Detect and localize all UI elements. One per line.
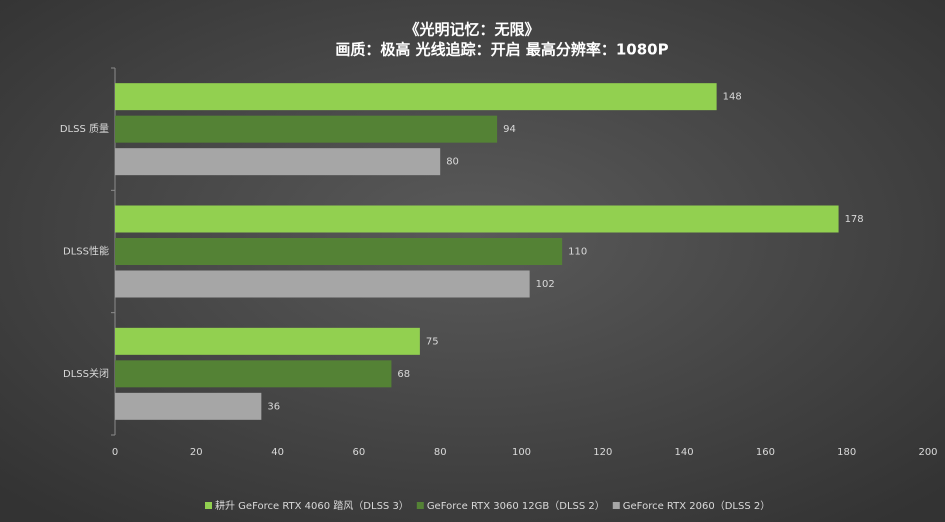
- x-tick-label: 180: [837, 447, 856, 458]
- x-tick-label: 0: [112, 447, 118, 458]
- legend-label: 耕升 GeForce RTX 4060 踏风（DLSS 3）: [215, 499, 409, 512]
- legend-label: GeForce RTX 2060（DLSS 2）: [623, 500, 770, 512]
- value-label: 148: [723, 92, 742, 103]
- x-tick-label: 60: [353, 447, 366, 458]
- chart-title: 《光明记忆：无限》: [404, 21, 539, 39]
- x-tick-label: 100: [512, 447, 531, 458]
- bar: [115, 83, 717, 111]
- x-tick-label: 80: [434, 447, 447, 458]
- x-tick-label: 120: [593, 447, 612, 458]
- x-tick-label: 140: [675, 447, 694, 458]
- y-tick-label: DLSS 质量: [60, 123, 109, 135]
- value-label: 80: [446, 157, 459, 168]
- value-label: 94: [503, 124, 516, 135]
- bar: [115, 270, 530, 298]
- value-label: 75: [426, 336, 439, 347]
- y-tick-label: DLSS性能: [63, 245, 109, 258]
- bar: [115, 392, 262, 420]
- x-tick-label: 20: [190, 447, 203, 458]
- bar: [115, 238, 563, 265]
- y-tick-label: DLSS关闭: [63, 367, 109, 380]
- value-label: 68: [397, 369, 410, 380]
- x-tick-label: 160: [756, 447, 775, 458]
- value-label: 102: [536, 279, 555, 290]
- value-label: 110: [568, 247, 587, 258]
- bar: [115, 360, 392, 388]
- value-label: 178: [845, 214, 864, 225]
- legend-swatch: [416, 502, 424, 509]
- legend-swatch: [205, 502, 212, 509]
- bar: [115, 148, 441, 176]
- legend-swatch: [612, 502, 620, 509]
- x-tick-label: 40: [271, 447, 284, 458]
- value-label: 36: [267, 401, 280, 412]
- legend-label: GeForce RTX 3060 12GB（DLSS 2）: [427, 500, 605, 512]
- chart-subtitle: 画质：极高 光线追踪：开启 最高分辨率：1080P: [335, 41, 668, 59]
- bar: [115, 115, 498, 143]
- x-tick-label: 200: [918, 447, 937, 458]
- bar: [115, 327, 420, 355]
- bar: [115, 205, 839, 233]
